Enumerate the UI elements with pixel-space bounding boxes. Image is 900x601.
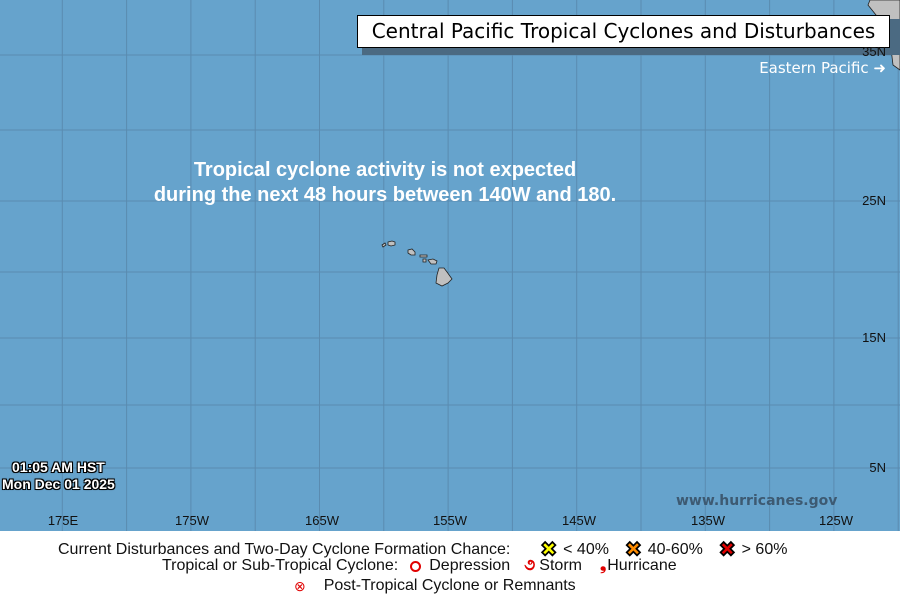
lon-label: 145W [562, 513, 596, 528]
storm-icon: ૭ [524, 557, 536, 574]
eastern-pacific-link[interactable]: Eastern Pacific ➜ [759, 59, 886, 77]
storm-label: Storm [539, 557, 582, 574]
island-lanai [422, 258, 427, 263]
depression-icon [410, 560, 422, 572]
map-grid [0, 0, 900, 531]
timestamp-date: Mon Dec 01 2025 [2, 476, 115, 492]
x-high-icon: ✖ [718, 539, 736, 562]
x-low-icon: ✖ [540, 539, 558, 562]
eastern-pacific-label: Eastern Pacific [759, 59, 869, 77]
island-kauai [387, 240, 396, 247]
depression-label: Depression [429, 557, 511, 574]
island-niihau [381, 242, 387, 248]
lon-label: 175E [47, 513, 79, 528]
cyclone-label: Tropical or Sub-Tropical Cyclone: [162, 557, 399, 574]
outlook-message: Tropical cyclone activity is not expecte… [80, 158, 690, 208]
lat-label: 15N [862, 330, 886, 345]
island-molokai [419, 254, 428, 258]
message-line-1: Tropical cyclone activity is not expecte… [193, 159, 577, 181]
post-tropical-icon: ⊗ [294, 577, 306, 594]
lat-label: 35N [862, 44, 886, 59]
website-link[interactable]: www.hurricanes.gov [676, 493, 838, 509]
island-maui [427, 258, 438, 265]
island-hawaii [435, 267, 453, 287]
medium-chance: 40-60% [647, 540, 703, 558]
message-line-2: during the next 48 hours between 140W an… [153, 184, 617, 206]
post-tropical-label: Post-Tropical Cyclone or Remnants [323, 577, 576, 594]
lat-label: 25N [862, 193, 886, 208]
lat-label: 5N [869, 460, 886, 475]
timestamp: 01:05 AM HST Mon Dec 01 2025 [2, 459, 115, 493]
map: Central Pacific Tropical Cyclones and Di… [0, 0, 900, 531]
hawaiian-islands [381, 240, 453, 287]
hurricane-label: Hurricane [607, 557, 677, 574]
island-oahu [407, 248, 416, 256]
timestamp-time: 01:05 AM HST [12, 459, 105, 475]
lon-label: 135W [691, 513, 725, 528]
x-medium-icon: ✖ [624, 539, 642, 562]
map-title: Central Pacific Tropical Cyclones and Di… [357, 15, 890, 48]
arrow-right-icon: ➜ [873, 59, 886, 77]
hurricane-icon: ❟ [599, 557, 607, 574]
low-chance: < 40% [563, 540, 609, 558]
high-chance: > 60% [741, 540, 788, 558]
lon-label: 125W [819, 513, 853, 528]
lon-label: 155W [433, 513, 467, 528]
legend: Current Disturbances and Two-Day Cyclone… [0, 531, 900, 601]
lon-label: 175W [175, 513, 209, 528]
lon-label: 165W [305, 513, 339, 528]
disturbances-label: Current Disturbances and Two-Day Cyclone… [58, 540, 511, 558]
